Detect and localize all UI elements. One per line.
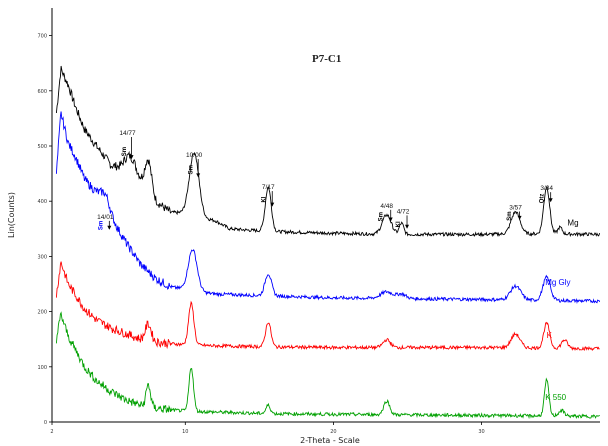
series-line-k: [55, 261, 600, 352]
y-tick-label: 400: [37, 199, 47, 205]
phase-label: Qtz: [540, 194, 546, 204]
x-ticks: 2 10 20 30: [50, 422, 485, 435]
y-tick-label: 300: [37, 254, 47, 260]
series-label: K 550: [545, 393, 566, 402]
y-tick-label: 200: [37, 310, 47, 316]
peak-annotation: 7/17: [262, 184, 275, 191]
peak-annotation: 3/34: [540, 185, 553, 192]
x-axis-label: 2-Theta - Scale: [300, 436, 360, 445]
series-line-mg: [55, 65, 601, 238]
x-tick-label: 2: [50, 429, 53, 435]
x-tick-label: 30: [478, 429, 484, 435]
axes: [51, 8, 600, 423]
phase-label: Sm: [378, 212, 384, 221]
peak-annotation: 14/77: [119, 130, 136, 137]
y-tick-label: 700: [37, 34, 47, 40]
annotation-layer: 14/7710/007/174/484/723/573/3414/01SmSmK…: [97, 130, 553, 230]
peak-arrowhead: [107, 225, 112, 230]
label-layer: Mg Mg Gly K K 550: [545, 218, 578, 401]
peak-arrowhead: [388, 217, 393, 222]
phase-label: Kl: [396, 221, 402, 227]
peak-annotation: 4/48: [380, 203, 393, 210]
phase-label: Sm: [507, 211, 513, 220]
series-line-mg-gly: [55, 111, 601, 304]
y-tick-label: 100: [37, 365, 47, 371]
phase-label: Kl: [261, 196, 267, 202]
peak-annotation: 4/72: [397, 208, 410, 215]
series-label: K: [547, 331, 553, 340]
series-layer: [55, 65, 601, 420]
series-label: Mg: [567, 218, 578, 227]
peak-arrowhead: [517, 215, 522, 220]
x-tick-label: 20: [330, 429, 336, 435]
peak-arrowhead: [270, 202, 275, 207]
phase-label: Sm: [122, 147, 128, 156]
phase-label: Sm: [98, 221, 104, 230]
peak-arrowhead: [405, 224, 410, 229]
peak-annotation: 10/00: [186, 152, 203, 159]
peak-arrowhead: [196, 173, 201, 178]
series-label: Mg Gly: [545, 278, 570, 287]
peak-arrowhead: [548, 198, 553, 203]
chart-title: P7-C1: [312, 53, 341, 65]
y-tick-label: 0: [44, 420, 47, 426]
y-axis-label: Lin(Counts): [7, 192, 16, 238]
y-tick-label: 600: [37, 89, 47, 95]
y-ticks: 0 100 200 300 400 500 600 700: [37, 34, 52, 426]
phase-label: Sm: [189, 165, 195, 174]
peak-annotation: 14/01: [97, 214, 114, 221]
y-tick-label: 500: [37, 144, 47, 150]
peak-annotation: 3/57: [509, 204, 522, 211]
series-line-k-550: [55, 311, 600, 420]
peak-arrowhead: [129, 155, 134, 160]
x-tick-label: 10: [182, 429, 188, 435]
